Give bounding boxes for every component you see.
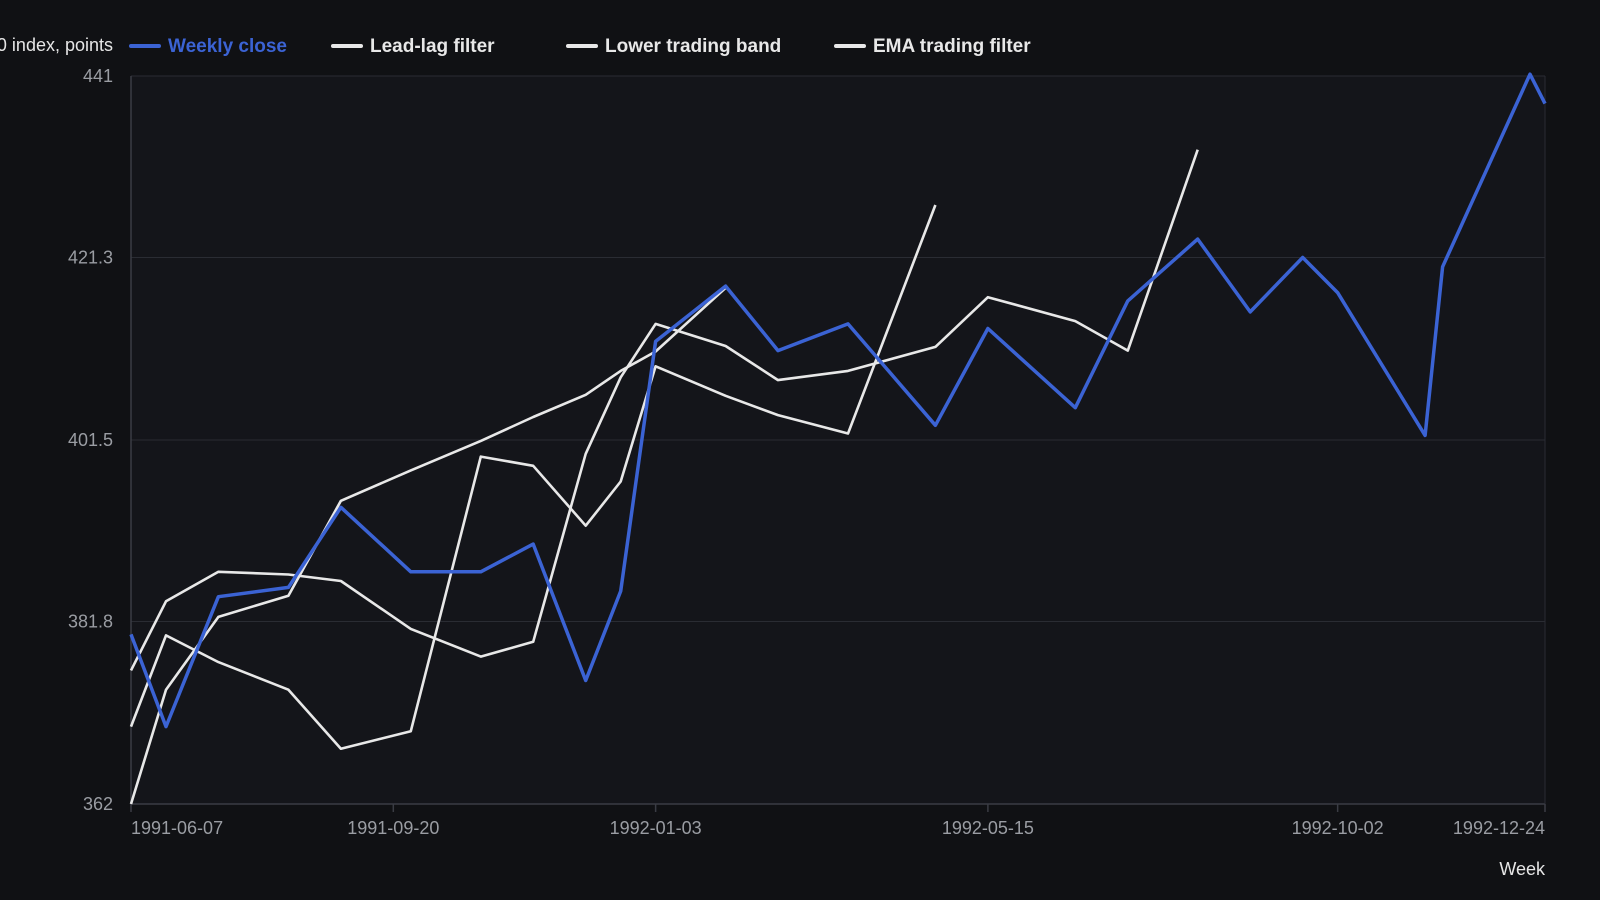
legend-label: Weekly close <box>168 36 287 57</box>
legend-label: EMA trading filter <box>873 36 1031 57</box>
y-axis-title: S&P 500 index, points <box>0 35 113 55</box>
legend-item: Weekly close <box>129 36 287 57</box>
x-tick-label: 1991-06-07 <box>131 818 223 838</box>
legend-label: Lower trading band <box>605 36 781 57</box>
y-tick-label: 401.5 <box>68 430 113 450</box>
x-tick-label: 1992-10-02 <box>1292 818 1384 838</box>
legend-item: EMA trading filter <box>834 36 1031 57</box>
x-tick-label: 1992-12-24 <box>1453 818 1545 838</box>
series-line-lead-lag-filter <box>129 149 1199 671</box>
y-tick-label: 421.3 <box>68 248 113 268</box>
axes: 362 381.8 401.5 421.3 441 1991-06-07 1991-09-2… <box>68 66 1546 838</box>
x-tick-label: 1992-01-03 <box>610 818 702 838</box>
series-line-weekly-close <box>129 72 1547 729</box>
series-line-lower-trading-band <box>129 204 937 751</box>
legend-item: Lower trading band <box>566 36 781 57</box>
legend-label: Lead-lag filter <box>370 36 495 57</box>
y-tick-label: 362 <box>83 794 113 814</box>
legend-item: Lead-lag filter <box>331 36 495 57</box>
x-tick-label: 1992-05-15 <box>942 818 1034 838</box>
x-axis-title: Week <box>1499 859 1546 879</box>
y-tick-label: 441 <box>83 66 113 86</box>
x-tick-label: 1991-09-20 <box>347 818 439 838</box>
legend: Weekly close Lead-lag filter Lower trading… <box>129 36 1031 57</box>
y-tick-label: 381.8 <box>68 612 113 632</box>
series-lines <box>129 72 1547 805</box>
